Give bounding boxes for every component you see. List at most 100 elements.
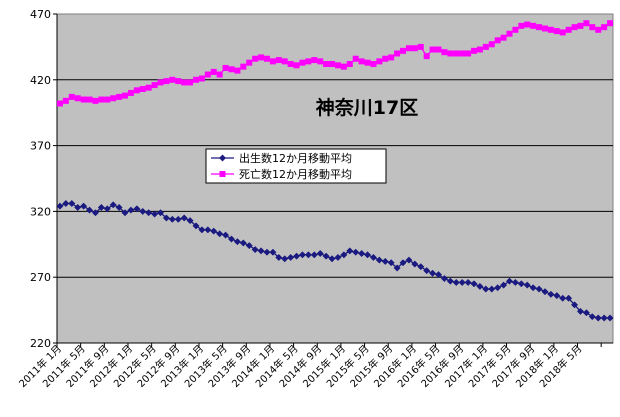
data-point (435, 46, 442, 53)
data-point (151, 82, 158, 89)
data-point (239, 239, 247, 247)
data-point (299, 59, 306, 66)
data-point (417, 263, 425, 271)
data-point (465, 50, 472, 57)
data-point (281, 255, 289, 263)
data-point (169, 76, 176, 83)
data-point (281, 58, 288, 65)
data-point (121, 209, 129, 217)
data-point (139, 86, 146, 93)
data-point (429, 269, 437, 277)
data-point (352, 55, 359, 62)
data-point (85, 206, 94, 214)
data-point (216, 230, 224, 238)
data-point (375, 256, 383, 264)
y-tick-label: 220 (30, 337, 51, 350)
data-point (304, 251, 312, 259)
y-tick-label: 420 (30, 74, 51, 87)
series-birth (56, 199, 614, 322)
data-point (62, 199, 70, 208)
data-point (322, 252, 330, 260)
data-point (565, 294, 573, 302)
data-point (103, 205, 111, 213)
data-point (488, 41, 495, 48)
data-point (56, 202, 64, 210)
data-point (518, 22, 525, 29)
data-point (292, 252, 301, 260)
data-point (476, 46, 483, 53)
data-point (405, 256, 413, 264)
data-point (68, 199, 76, 208)
data-point (222, 64, 229, 71)
y-axis: 220 270 320 370 420 470 (30, 8, 58, 350)
data-point (180, 214, 188, 222)
data-point (127, 89, 134, 96)
data-point (388, 54, 395, 61)
data-point (369, 253, 378, 262)
data-point (127, 206, 135, 214)
data-point (411, 260, 419, 268)
data-point (500, 34, 507, 41)
legend-box (205, 148, 387, 184)
data-point (293, 62, 300, 69)
data-point (116, 93, 123, 100)
data-point (68, 93, 75, 100)
data-point (346, 61, 353, 68)
data-point (553, 292, 561, 300)
chart-title: 神奈川17区 (316, 96, 418, 119)
data-point (530, 22, 537, 29)
data-point (240, 63, 247, 70)
data-point (323, 61, 330, 68)
data-point (505, 277, 514, 285)
data-point (458, 278, 466, 287)
data-point (80, 202, 88, 210)
data-point (174, 215, 182, 223)
data-point (145, 84, 152, 91)
data-point (393, 264, 401, 272)
data-point (363, 251, 372, 259)
data-point (370, 61, 377, 68)
data-point (204, 71, 211, 78)
data-point (246, 59, 253, 66)
data-point (429, 46, 436, 53)
data-point (80, 96, 87, 103)
data-point (305, 58, 312, 65)
data-point (287, 253, 295, 262)
data-point (86, 96, 93, 103)
legend: 出生数12か月移動平均 死亡数12か月移動平均 (205, 148, 387, 184)
data-point (423, 267, 431, 275)
data-point (216, 71, 223, 78)
data-point (400, 47, 407, 54)
data-point (394, 50, 401, 57)
data-point (411, 45, 418, 52)
data-point (512, 26, 519, 33)
data-point (175, 78, 182, 85)
series-layer (56, 20, 614, 322)
series-line-birth (59, 202, 611, 319)
data-point (441, 49, 448, 56)
data-point (258, 54, 265, 61)
data-point (553, 28, 560, 35)
data-point (446, 277, 454, 285)
data-point (245, 242, 253, 250)
data-point (198, 75, 205, 82)
legend-label-birth: 出生数12か月移動平均 (239, 151, 352, 165)
data-point (535, 285, 543, 293)
data-point (453, 50, 460, 57)
data-point (97, 203, 105, 212)
data-point (571, 24, 578, 31)
data-point (524, 21, 531, 28)
data-point (583, 20, 590, 27)
data-point (263, 248, 271, 256)
data-point (470, 280, 478, 288)
legend-marker-shape (219, 171, 226, 177)
data-point (311, 57, 318, 64)
data-point (110, 95, 117, 102)
data-point (310, 251, 318, 259)
data-point (547, 290, 555, 298)
data-point (251, 246, 259, 254)
data-point (382, 55, 389, 62)
data-point (340, 251, 348, 259)
data-point (98, 96, 105, 103)
